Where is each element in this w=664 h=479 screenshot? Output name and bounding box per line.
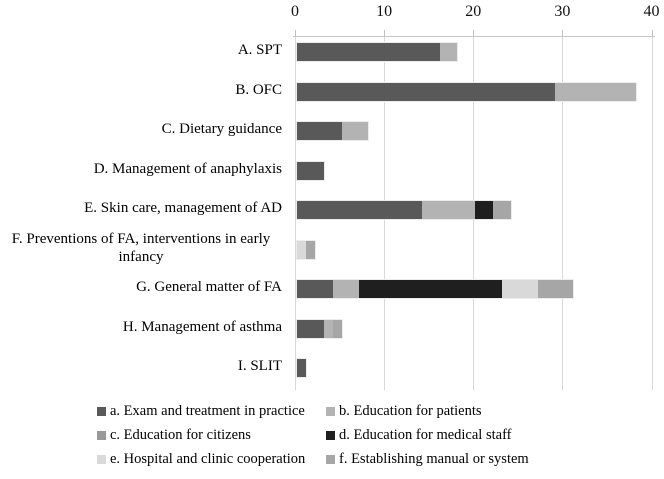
legend-swatch <box>97 430 106 440</box>
gridline <box>562 37 564 390</box>
bar-segment <box>297 359 306 377</box>
x-tick-label: 0 <box>291 3 299 20</box>
bar-segment <box>323 319 333 338</box>
bar-segment <box>501 280 538 298</box>
bar-row <box>296 358 307 378</box>
legend-label: b. Education for patients <box>339 402 482 419</box>
bar-segment <box>341 122 369 140</box>
bar-segment <box>555 82 636 101</box>
bar-row <box>296 239 316 260</box>
bar-segment <box>297 161 324 180</box>
x-tick-label: 40 <box>643 3 660 20</box>
x-tick-mark <box>384 30 386 36</box>
x-axis-line <box>293 36 655 37</box>
category-label: D. Management of anaphylaxis <box>93 160 282 177</box>
bar-row <box>296 318 343 339</box>
bar-segment <box>439 43 458 61</box>
legend-swatch <box>326 430 335 440</box>
legend-item: c. Education for citizens <box>97 427 251 443</box>
bar-row <box>296 42 459 62</box>
legend-item: a. Exam and treatment in practice <box>97 403 305 419</box>
bar-segment <box>332 319 342 338</box>
legend-item: b. Education for patients <box>326 403 482 419</box>
legend-label: c. Education for citizens <box>110 426 251 443</box>
bar-segment <box>297 319 324 338</box>
bar-segment <box>305 240 315 259</box>
x-tick-label: 10 <box>376 3 393 20</box>
legend-item: f. Establishing manual or system <box>326 451 529 467</box>
legend-item: d. Education for medical staff <box>326 427 511 443</box>
x-tick-mark <box>473 30 475 36</box>
bar-row <box>296 81 637 102</box>
bar-segment <box>493 201 511 219</box>
legend-swatch <box>326 406 335 416</box>
legend-label: f. Establishing manual or system <box>339 450 529 467</box>
x-tick-label: 20 <box>465 3 482 20</box>
legend-swatch <box>97 406 106 416</box>
gridline <box>295 37 296 390</box>
bar-segment <box>297 240 306 259</box>
bar-segment <box>297 82 556 101</box>
bar-row <box>296 279 575 299</box>
category-label: C. Dietary guidance <box>161 121 282 138</box>
x-tick-label: 30 <box>554 3 571 20</box>
gridline <box>651 37 653 390</box>
category-label: I. SLIT <box>237 358 282 375</box>
bar-segment <box>297 122 342 140</box>
bar-segment <box>297 280 333 298</box>
bar-row <box>296 160 325 181</box>
category-label: E. Skin care, management of AD <box>84 200 282 217</box>
bar-segment <box>297 201 422 219</box>
x-tick-mark <box>295 30 296 36</box>
legend-swatch <box>97 454 106 464</box>
legend-label: e. Hospital and clinic cooperation <box>110 450 306 467</box>
bar-segment <box>421 201 476 219</box>
category-label: H. Management of asthma <box>122 318 282 335</box>
bar-segment <box>332 280 360 298</box>
bar-segment <box>475 201 494 219</box>
legend-label: d. Education for medical staff <box>339 426 512 443</box>
category-label: A. SPT <box>237 42 282 59</box>
category-label: F. Preventions of FA, interventions in e… <box>11 231 271 265</box>
legend-label: a. Exam and treatment in practice <box>110 402 305 419</box>
bar-row <box>296 121 370 141</box>
bar-segment <box>359 280 502 298</box>
bar-segment <box>537 280 574 298</box>
x-tick-mark <box>651 30 653 36</box>
x-tick-mark <box>562 30 564 36</box>
legend-item: e. Hospital and clinic cooperation <box>97 451 305 467</box>
bar-row <box>296 200 512 220</box>
category-label: B. OFC <box>235 81 282 98</box>
bar-segment <box>297 43 440 61</box>
category-label: G. General matter of FA <box>136 279 282 296</box>
legend-swatch <box>326 454 335 464</box>
